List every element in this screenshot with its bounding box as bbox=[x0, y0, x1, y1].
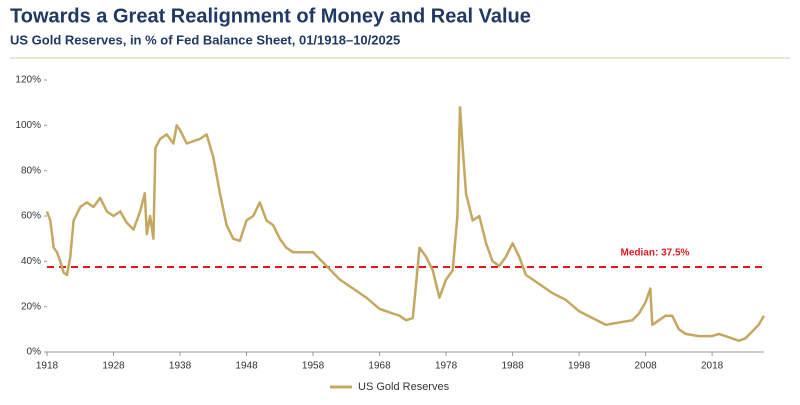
x-tick-label: 1958 bbox=[302, 361, 325, 372]
x-tick-label: 1998 bbox=[568, 361, 591, 372]
x-tick-label: 1928 bbox=[102, 361, 125, 372]
y-tick-label: 120% bbox=[15, 75, 41, 86]
x-tick-label: 2008 bbox=[634, 361, 657, 372]
x-tick-label: 1938 bbox=[169, 361, 192, 372]
y-tick-label: 0% bbox=[27, 347, 42, 358]
y-tick-label: 80% bbox=[21, 165, 41, 176]
series-line bbox=[45, 105, 766, 342]
x-tick-label: 1978 bbox=[435, 361, 458, 372]
y-tick-label: 60% bbox=[21, 211, 41, 222]
x-tick-label: 1948 bbox=[235, 361, 258, 372]
y-tick-label: 40% bbox=[21, 256, 41, 267]
x-tick-label: 2018 bbox=[701, 361, 724, 372]
x-tick-label: 1988 bbox=[501, 361, 524, 372]
chart-title: Towards a Great Realignment of Money and… bbox=[10, 5, 531, 27]
x-tick-label: 1918 bbox=[36, 361, 59, 372]
x-tick-label: 1968 bbox=[368, 361, 391, 372]
legend-label: US Gold Reserves bbox=[358, 381, 450, 393]
y-tick-label: 20% bbox=[21, 301, 41, 312]
median-label: Median: 37.5% bbox=[621, 248, 690, 259]
y-tick-label: 100% bbox=[15, 120, 41, 131]
chart-subtitle: US Gold Reserves, in % of Fed Balance Sh… bbox=[10, 32, 400, 47]
